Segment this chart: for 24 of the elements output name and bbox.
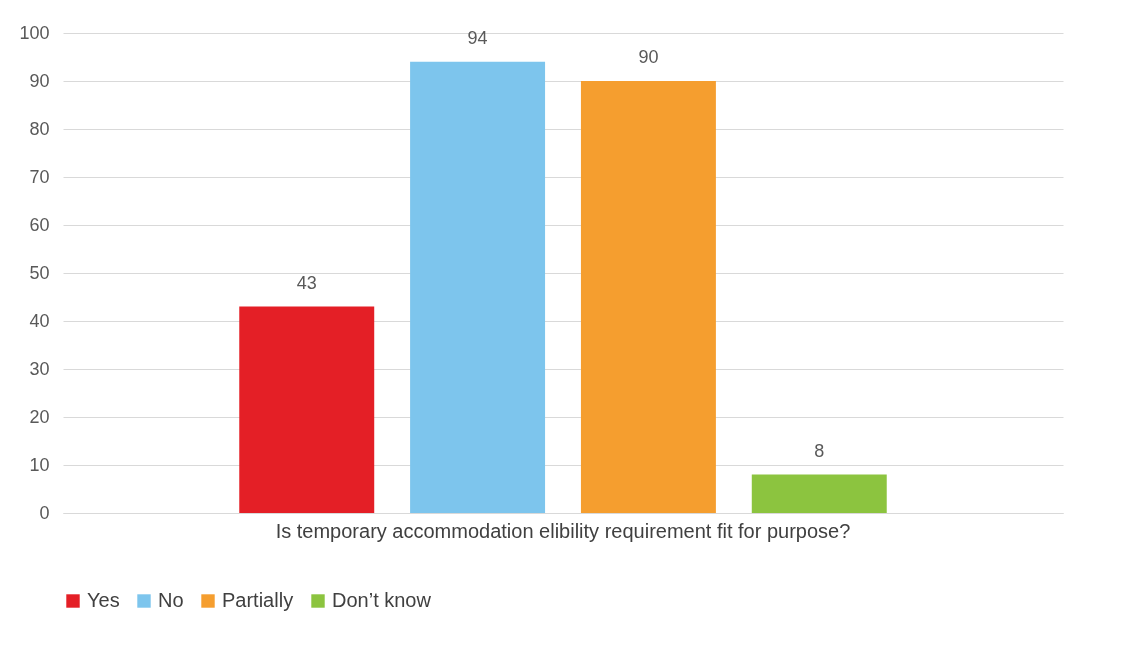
bar: [239, 306, 375, 513]
data-label: 8: [814, 440, 825, 461]
y-tick-label: 80: [29, 118, 50, 139]
legend-label: Don’t know: [332, 589, 432, 611]
y-tick-label: 0: [39, 502, 50, 523]
y-tick-label: 50: [29, 262, 50, 283]
data-label: 43: [296, 272, 317, 293]
y-tick-label: 20: [29, 406, 50, 427]
data-label: 90: [638, 47, 659, 67]
legend-label: Yes: [87, 589, 120, 611]
y-tick-label: 70: [29, 166, 50, 187]
bar: [410, 61, 546, 513]
y-tick-label: 40: [29, 310, 50, 331]
data-label: 94: [467, 27, 488, 48]
legend-label: No: [158, 589, 184, 611]
y-tick-label: 60: [29, 214, 50, 235]
y-tick-label: 30: [29, 358, 50, 379]
x-tick-label: Is temporary accommodation elibility requirement fit for purpose?: [275, 519, 851, 542]
bar: [580, 81, 716, 513]
bar: [751, 474, 887, 513]
legend-label: Partially: [222, 589, 294, 611]
y-tick-label: 10: [29, 454, 50, 475]
y-tick-label: 100: [19, 22, 50, 43]
y-tick-label: 90: [29, 70, 50, 91]
